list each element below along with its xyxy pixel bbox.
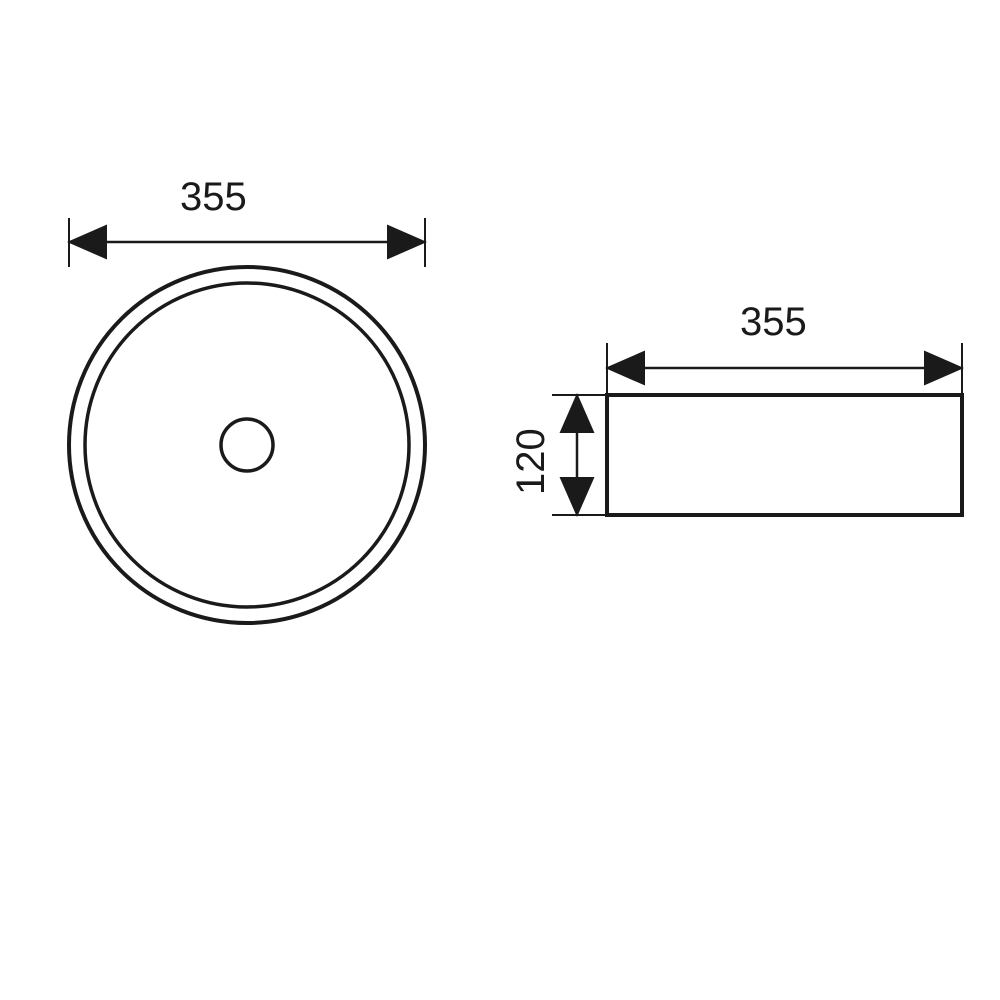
top-diameter-label: 355 — [180, 175, 247, 219]
inner-circle — [85, 283, 409, 607]
side-width-label: 355 — [740, 300, 807, 344]
side-width-dimension: 355 — [607, 300, 962, 395]
side-height-dimension: 120 — [509, 395, 607, 515]
side-rectangle — [607, 395, 962, 515]
side-view: 355 120 — [509, 300, 962, 515]
top-view: 355 — [69, 175, 425, 623]
top-diameter-dimension: 355 — [69, 175, 425, 267]
side-height-label: 120 — [509, 428, 553, 495]
outer-circle — [69, 267, 425, 623]
technical-drawing: 355 355 120 — [0, 0, 1000, 1000]
center-hole — [221, 419, 273, 471]
